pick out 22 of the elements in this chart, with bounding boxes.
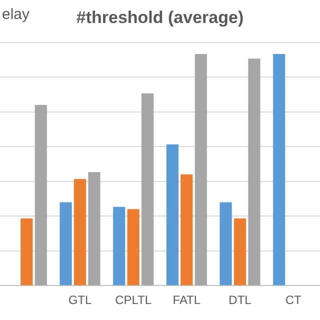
bar xyxy=(142,93,154,286)
bar xyxy=(194,54,207,286)
bar xyxy=(60,202,72,286)
bar xyxy=(113,206,126,286)
bar xyxy=(248,58,260,286)
bar xyxy=(88,172,100,286)
chart-title: #threshold (average) xyxy=(76,8,244,27)
bar xyxy=(166,144,178,286)
bar xyxy=(127,209,140,286)
x-tick-label: FATL xyxy=(172,293,201,308)
x-tick-label: CPLTL xyxy=(115,293,152,308)
x-tick-label: DTL xyxy=(228,293,252,308)
bar xyxy=(220,202,232,286)
bar xyxy=(74,179,86,286)
bar xyxy=(34,104,47,286)
bar xyxy=(273,54,286,286)
x-tick-label: CT xyxy=(285,293,302,308)
bar xyxy=(234,218,246,286)
bar xyxy=(20,218,33,286)
x-tick-label: GTL xyxy=(68,293,92,308)
bar xyxy=(180,174,193,286)
text: elay xyxy=(2,6,30,23)
